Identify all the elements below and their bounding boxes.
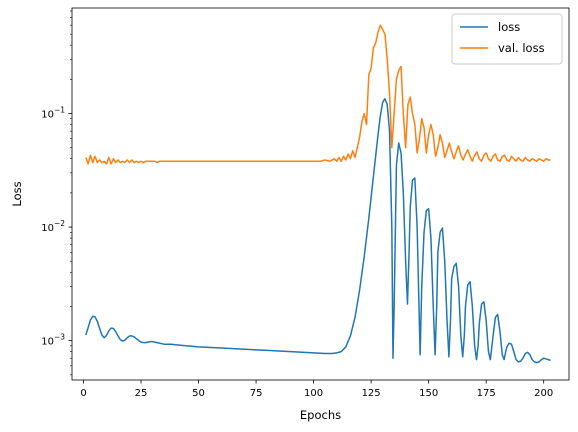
y-tick-label: 10−3 <box>41 333 65 348</box>
y-tick-label: 10−2 <box>41 219 65 234</box>
series-line-val-loss <box>85 24 551 165</box>
x-tick-label: 25 <box>135 388 148 399</box>
x-axis-label: Epochs <box>300 408 341 422</box>
x-tick-label: 200 <box>534 388 553 399</box>
legend: loss val. loss <box>451 13 563 65</box>
y-tick-label: 10−1 <box>41 106 65 121</box>
plot-frame <box>71 7 570 381</box>
axis-ticks: 0 25 50 75 100 125 150 175 200 10−3 10−2 10−1 <box>41 10 553 399</box>
x-tick-label: 150 <box>419 388 438 399</box>
x-tick-label: 50 <box>192 388 205 399</box>
plot-area <box>85 24 551 364</box>
legend-label-loss: loss <box>498 20 520 34</box>
legend-label-val-loss: val. loss <box>498 41 545 55</box>
series-line-loss <box>85 97 551 364</box>
x-tick-label: 75 <box>250 388 263 399</box>
x-tick-label: 125 <box>362 388 381 399</box>
x-tick-label: 175 <box>477 388 496 399</box>
x-tick-label: 0 <box>80 388 86 399</box>
y-axis-label: Loss <box>10 181 24 206</box>
x-tick-label: 100 <box>304 388 323 399</box>
